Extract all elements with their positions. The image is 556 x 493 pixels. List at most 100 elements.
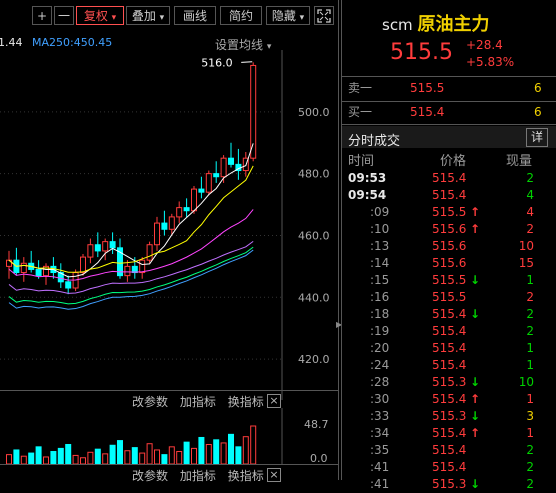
candle-body [35, 268, 42, 277]
ma-settings-button[interactable]: 设置均线 ▾ [215, 36, 271, 53]
ticks-columns: 时间 价格 现量 [342, 153, 556, 170]
col-time: 时间 [348, 154, 375, 169]
tick-time: :20 [370, 341, 390, 355]
candle-body [205, 173, 212, 193]
volume-bar [168, 446, 175, 465]
tick-time: :24 [370, 358, 390, 372]
volume-bar [161, 454, 168, 465]
ma-line [8, 249, 254, 310]
ma-line [8, 143, 254, 278]
tick-row: :20 515.4 1 [342, 340, 556, 357]
draw-line-button[interactable]: 画线 [174, 6, 216, 25]
arrow-down-icon: ↓ [470, 307, 481, 321]
ma-line [8, 209, 254, 281]
sell1-label: 卖一 [348, 81, 373, 95]
volume-bar [65, 443, 72, 465]
overlay-button[interactable]: 叠加 ▾ [126, 6, 170, 25]
buy1-row: 买一 515.4 6 [342, 104, 556, 121]
tick-qty: 2 [526, 307, 534, 321]
brief-button[interactable]: 简约 [220, 6, 262, 25]
instrument-name: 原油主力 [417, 14, 490, 35]
candle-body [250, 64, 257, 159]
candle-body [94, 244, 101, 252]
volume-bar [191, 447, 197, 465]
tick-price: 515.4 [432, 426, 467, 440]
tick-time: :19 [370, 324, 390, 338]
kline-chart[interactable]: 500.0 480.0 460.0 440.0 420.0 516.0 [0, 50, 338, 415]
volume-bar [235, 446, 242, 465]
instrument-code: scm [382, 16, 413, 34]
tick-price: 515.6 [432, 239, 467, 253]
volume-bar [198, 436, 205, 465]
candle-body [80, 256, 86, 274]
tick-row: :41 515.3 ↓ 2 [342, 476, 556, 493]
tick-qty: 4 [526, 205, 534, 219]
tick-qty: 4 [526, 188, 534, 202]
kline-chart-area[interactable]: 1.44 MA250:450.45 设置均线 ▾ 500.0 480.0 460.0… [0, 30, 338, 483]
tick-time: :28 [370, 375, 390, 389]
arrow-up-icon: ↑ [470, 426, 481, 440]
add-indicator-button-2[interactable]: 加指标 [179, 469, 216, 483]
switch-indicator-button[interactable]: 换指标 [227, 395, 264, 409]
tick-price: 515.4 [432, 358, 467, 372]
tick-price: 515.4 [432, 443, 467, 457]
price-tick-label: 420.0 [298, 353, 330, 366]
change-params-button[interactable]: 改参数 [132, 395, 169, 409]
chevron-down-icon: ▾ [299, 13, 305, 23]
tick-row: :28 515.3 ↓ 10 [342, 374, 556, 391]
add-indicator-button[interactable]: 加指标 [179, 395, 216, 409]
zoom-in-button[interactable]: + [32, 6, 52, 25]
indicator-toolbar: 改参数 加指标 换指标 [132, 393, 264, 410]
candle-body [228, 157, 234, 165]
hide-button[interactable]: 隐藏 ▾ [266, 6, 310, 25]
buy1-label: 买一 [348, 105, 373, 119]
volume-bar [242, 436, 249, 465]
candle-body [65, 281, 72, 289]
adjust-button[interactable]: 复权 ▾ [76, 6, 124, 25]
tick-time: :13 [370, 239, 390, 253]
candle-body [168, 216, 175, 230]
tick-price: 515.5 [432, 205, 467, 219]
peak-price-label: 516.0 [201, 56, 233, 69]
overlay-label: 叠加 [131, 9, 156, 23]
candle-body [176, 207, 183, 218]
tick-time: :33 [370, 409, 390, 423]
candle-body [124, 265, 131, 277]
candle-body [139, 259, 146, 274]
price-change: +28.4 [466, 38, 503, 52]
volume-bar [213, 439, 220, 465]
tick-time: :15 [370, 273, 390, 287]
tick-price: 515.4 [432, 341, 467, 355]
ticks-title: 分时成交 [348, 134, 401, 149]
ma250-value: MA250:450.45 [32, 36, 113, 49]
change-params-button-2[interactable]: 改参数 [132, 469, 169, 483]
last-price: 515.5 [390, 40, 453, 65]
volume-bar [6, 454, 12, 465]
ma-prefix-value: 1.44 [0, 36, 23, 49]
volume-chart[interactable]: 48.7 0.0 [0, 408, 338, 466]
detail-button[interactable]: 详 [526, 128, 548, 147]
volume-bar [50, 451, 57, 465]
volume-bar [205, 443, 212, 465]
col-volume: 现量 [506, 154, 533, 169]
collapse-arrow-icon[interactable]: ▶ [336, 320, 343, 329]
tick-price: 515.4 [432, 307, 467, 321]
fullscreen-icon [317, 9, 331, 23]
volume-bar [72, 454, 79, 465]
zoom-out-button[interactable]: 一 [54, 6, 74, 25]
switch-indicator-button-2[interactable]: 换指标 [227, 469, 264, 483]
volume-bar [124, 450, 131, 465]
close-icon[interactable]: × [267, 394, 281, 408]
tick-time: :41 [370, 460, 390, 474]
volume-bar [28, 452, 35, 465]
tick-qty: 15 [518, 256, 534, 270]
tick-qty: 2 [526, 443, 534, 457]
fullscreen-button[interactable] [314, 6, 334, 25]
volume-bar [250, 425, 257, 465]
arrow-up-icon: ↑ [470, 205, 481, 219]
sell1-qty: 6 [534, 81, 542, 95]
chevron-down-icon: ▾ [266, 42, 272, 52]
tick-row: :33 515.3 ↓ 3 [342, 408, 556, 425]
volume-bar [20, 455, 27, 465]
tick-time: 09:54 [348, 188, 387, 202]
